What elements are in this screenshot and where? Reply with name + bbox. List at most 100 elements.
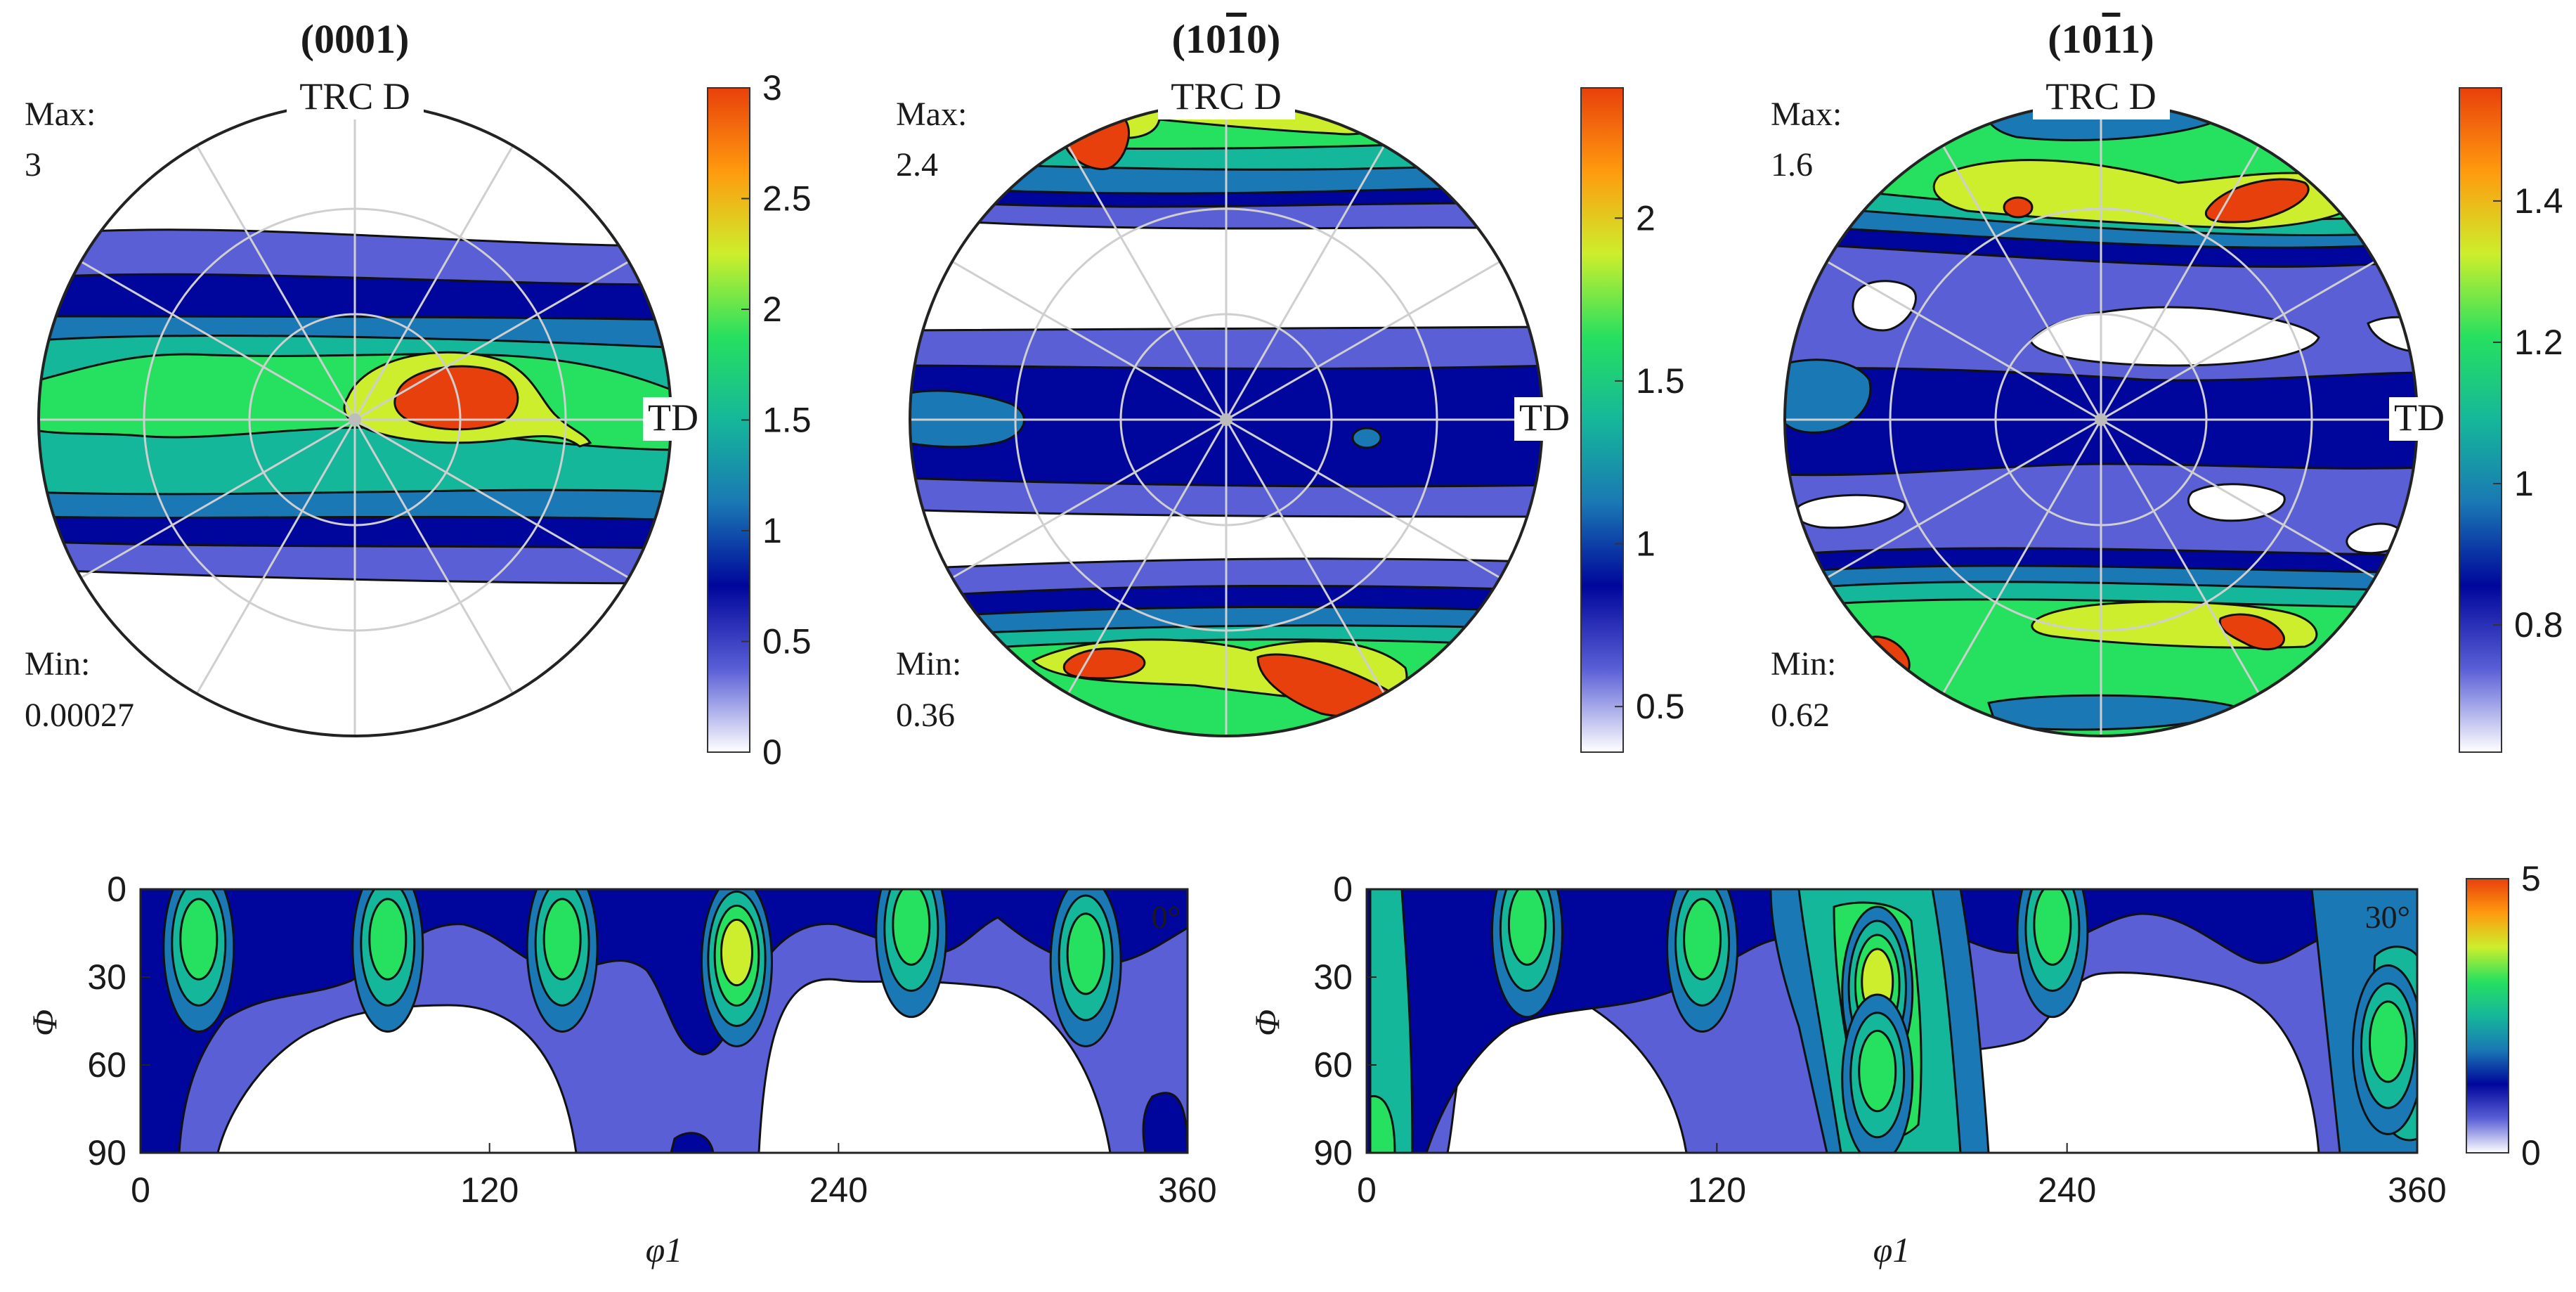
colorbar-4-tick-label: 5 <box>2521 859 2541 898</box>
colorbar-4-tick-label: 0 <box>2521 1133 2541 1173</box>
colorbar-3: 0.8 1 1.2 1.4 <box>2459 87 2563 753</box>
pf3-max-label: Max: <box>1771 96 1842 133</box>
colorbar-odf: 05 <box>2466 859 2541 1173</box>
odf2-y-tick-label: 30 <box>1313 957 1353 997</box>
odf1-map <box>141 889 1188 1153</box>
odf2-ylabel: Φ <box>1247 1009 1287 1036</box>
pf2-min-label: Min: <box>896 645 961 683</box>
odf1-peak-3-level-3 <box>720 918 753 987</box>
colorbar-1-tick-label: 2 <box>762 290 782 329</box>
pf3-label-right: TD <box>2394 396 2445 439</box>
odf2-corner-label: 30° <box>2365 899 2410 935</box>
odf1-corner-label: 0° <box>1152 899 1180 935</box>
colorbar-1-tick-label: 0.5 <box>762 622 812 661</box>
odf2-x-tick-label: 360 <box>2388 1170 2446 1210</box>
odf2-axes-frame <box>1365 888 2419 1154</box>
colorbar-2: 0.5 1 1.5 2 <box>1580 87 1685 753</box>
pf3-min-label: Min: <box>1771 645 1836 683</box>
odf1-x-tick-label: 240 <box>809 1170 868 1210</box>
pf3-label-top: TRC D <box>2045 75 2157 117</box>
pf2-max-value: 2.4 <box>896 146 938 183</box>
pf2-title: (1010) <box>1172 16 1281 62</box>
odf2-y-tick-label: 0 <box>1333 870 1353 909</box>
pf3-top-peak-red-1 <box>2204 178 2310 224</box>
odf2-y-tick-label: 90 <box>1313 1133 1353 1173</box>
colorbar-1-tick-label: 1.5 <box>762 401 812 440</box>
colorbar-1: 0 0.5 1 1.5 2 2.5 3 <box>707 68 812 772</box>
odf1-y-tick-label: 30 <box>87 957 126 997</box>
pf3-hole-4 <box>1795 493 1906 529</box>
odf2-column-1 <box>1369 889 1414 1153</box>
pf2-center-dot <box>1220 413 1232 426</box>
odf1-x-tick-label: 360 <box>1158 1170 1216 1210</box>
colorbar-1-tick-label: 2.5 <box>762 179 812 219</box>
odf2-x-ticks: 0 120 240 360 <box>1357 1143 2447 1210</box>
odf2-y-ticks: 0 30 60 90 <box>1313 870 1377 1173</box>
odf2-peak-4-level-2 <box>2033 889 2072 966</box>
pf1-label-top: TRC D <box>299 75 410 117</box>
odf1-peak-0-level-2 <box>179 898 219 981</box>
odf1-y-tick-label: 0 <box>107 870 126 909</box>
odf1-axes-frame <box>139 888 1189 1154</box>
colorbar-3-tick-label: 0.8 <box>2514 605 2563 645</box>
odf1-ylabel: Φ <box>25 1009 64 1036</box>
odf2-map <box>1367 889 2417 1153</box>
colorbar-3-tick-label: 1 <box>2514 464 2534 503</box>
odf1-y-tick-label: 90 <box>87 1133 126 1173</box>
odf1-peak-5-level-2 <box>1066 912 1105 995</box>
pf3-bot-cap-blue <box>1987 694 2236 731</box>
pf3-max-value: 1.6 <box>1771 146 1813 183</box>
odf1-peak-1-level-2 <box>368 898 408 981</box>
odf1-peak-2-level-2 <box>542 898 582 981</box>
colorbar-2-tick-label: 2 <box>1636 198 1655 238</box>
odf2-x-tick-label: 0 <box>1357 1170 1377 1210</box>
colorbar-3-tick-label: 1.4 <box>2514 181 2563 221</box>
odf1-xlabel: φ1 <box>646 1230 683 1270</box>
pf1-max-value: 3 <box>25 146 41 183</box>
odf-section-0: 0° 0 120 240 360 0 30 60 90 φ1 Φ <box>25 870 1217 1270</box>
colorbar-2-tick-label: 1 <box>1636 524 1655 564</box>
pf2-max-label: Max: <box>896 96 967 133</box>
odf2-xlabel: φ1 <box>1873 1230 1911 1270</box>
pf1-center-dot <box>349 413 361 426</box>
pf1-title: (0001) <box>301 16 410 62</box>
odf2-x-tick-label: 240 <box>2038 1170 2096 1210</box>
pf3-mid-patch <box>1785 358 1872 434</box>
pf3-hole-2 <box>2029 306 2320 367</box>
pf3-min-value: 0.62 <box>1771 697 1830 734</box>
odf1-y-tick-label: 60 <box>87 1045 126 1085</box>
odf2-peak-0-level-2 <box>1507 889 1547 966</box>
odf1-y-ticks: 0 30 60 90 <box>87 870 150 1173</box>
colorbar-2-tick-label: 1.5 <box>1636 361 1685 401</box>
odf2-peak-5-level-2 <box>2368 1000 2407 1083</box>
pf3-bot-peak-red-1 <box>2218 613 2285 651</box>
pf2-mid-spot <box>1351 427 1382 449</box>
odf2-peak-1-level-2 <box>1683 898 1722 981</box>
pf1-label-right: TD <box>648 396 698 439</box>
colorbar-3-tick-label: 1.2 <box>2514 323 2563 362</box>
pf1-min-value: 0.00027 <box>25 697 134 734</box>
pf3-center-dot <box>2095 413 2107 426</box>
pole-figure-10-11: (1011) Max: 1.6 Min: 0.62 <box>1771 16 2452 737</box>
odf-section-30: 30° 0 120 240 360 0 30 60 90 φ1 Φ <box>1247 870 2447 1270</box>
pf3-top-peak-red-2 <box>2003 196 2034 219</box>
colorbar-1-tick-label: 0 <box>762 732 782 772</box>
pf2-label-right: TD <box>1519 396 1570 439</box>
pole-figure-0001: (0001) Max: 3 Min: 0.00027 <box>25 16 706 737</box>
odf2-y-tick-label: 60 <box>1313 1045 1353 1085</box>
odf2-peak-3-level-2 <box>1858 1029 1897 1113</box>
pf2-label-top: TRC D <box>1171 75 1282 117</box>
pf1-max-label: Max: <box>25 96 96 133</box>
odf2-x-tick-label: 120 <box>1688 1170 1746 1210</box>
pf2-min-value: 0.36 <box>896 697 955 734</box>
pf1-min-label: Min: <box>25 645 90 683</box>
colorbar-2-tick-label: 0.5 <box>1636 687 1685 726</box>
pf3-title: (1011) <box>2048 16 2154 62</box>
odf1-x-tick-label: 0 <box>131 1170 150 1210</box>
colorbar-1-tick-label: 1 <box>762 511 782 550</box>
colorbar-1-tick-label: 3 <box>762 68 782 108</box>
odf1-x-tick-label: 120 <box>460 1170 519 1210</box>
odf1-peak-4-level-2 <box>892 889 931 966</box>
pole-figure-10-10: (1010) Max: 2.4 Min: 0.36 <box>896 16 1578 737</box>
